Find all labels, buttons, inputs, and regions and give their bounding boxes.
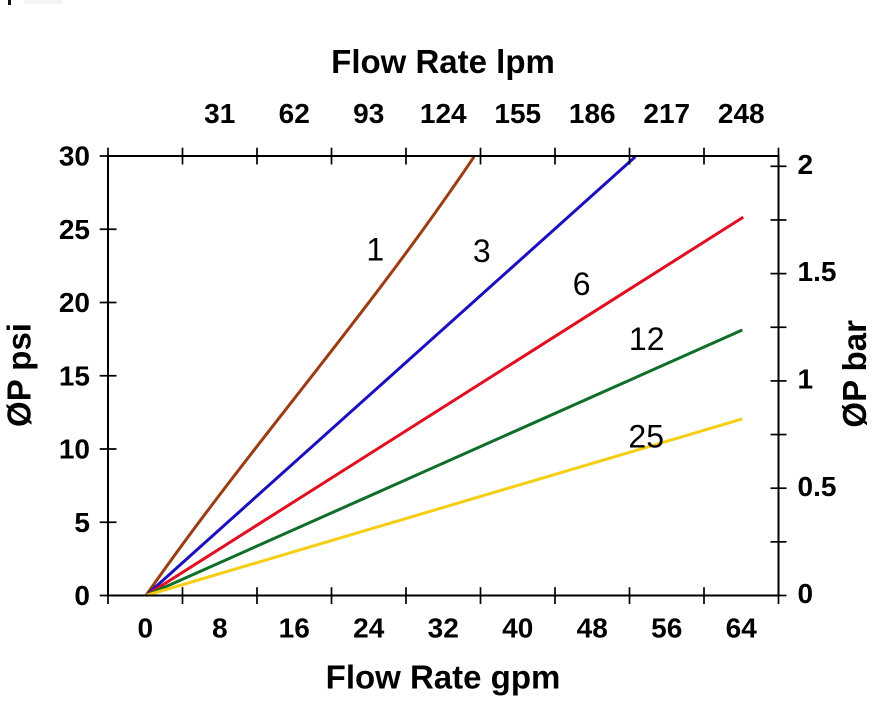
svg-text:56: 56: [651, 613, 682, 644]
svg-text:217: 217: [643, 98, 690, 129]
svg-text:248: 248: [718, 98, 765, 129]
svg-text:ØP bar: ØP bar: [836, 320, 873, 428]
svg-text:16: 16: [279, 613, 310, 644]
svg-text:2: 2: [798, 149, 814, 180]
svg-text:Flow Rate lpm: Flow Rate lpm: [331, 43, 555, 80]
svg-text:31: 31: [204, 98, 235, 129]
svg-text:5: 5: [74, 507, 90, 538]
svg-text:3: 3: [473, 233, 491, 269]
svg-text:0.5: 0.5: [798, 471, 837, 502]
svg-text:12: 12: [629, 321, 665, 357]
svg-text:10: 10: [59, 434, 90, 465]
svg-text:Flow Rate gpm: Flow Rate gpm: [326, 659, 561, 696]
svg-text:20: 20: [59, 287, 90, 318]
svg-text:40: 40: [502, 613, 533, 644]
svg-text:32: 32: [428, 613, 459, 644]
svg-text:93: 93: [353, 98, 384, 129]
svg-text:25: 25: [59, 214, 90, 245]
svg-text:15: 15: [59, 360, 90, 391]
svg-text:48: 48: [577, 613, 608, 644]
svg-text:1: 1: [366, 231, 384, 267]
svg-text:0: 0: [74, 580, 90, 611]
svg-text:ØP psi: ØP psi: [1, 323, 38, 427]
svg-text:64: 64: [726, 613, 758, 644]
svg-text:30: 30: [59, 141, 90, 172]
svg-text:124: 124: [420, 98, 467, 129]
svg-text:155: 155: [494, 98, 541, 129]
svg-text:24: 24: [353, 613, 385, 644]
svg-text:6: 6: [573, 266, 591, 302]
svg-text:8: 8: [212, 613, 228, 644]
svg-text:1: 1: [798, 364, 814, 395]
svg-text:1.5: 1.5: [798, 256, 837, 287]
svg-text:0: 0: [138, 613, 154, 644]
svg-text:186: 186: [569, 98, 616, 129]
svg-text:25: 25: [628, 419, 664, 455]
svg-text:62: 62: [279, 98, 310, 129]
svg-text:0: 0: [798, 578, 814, 609]
